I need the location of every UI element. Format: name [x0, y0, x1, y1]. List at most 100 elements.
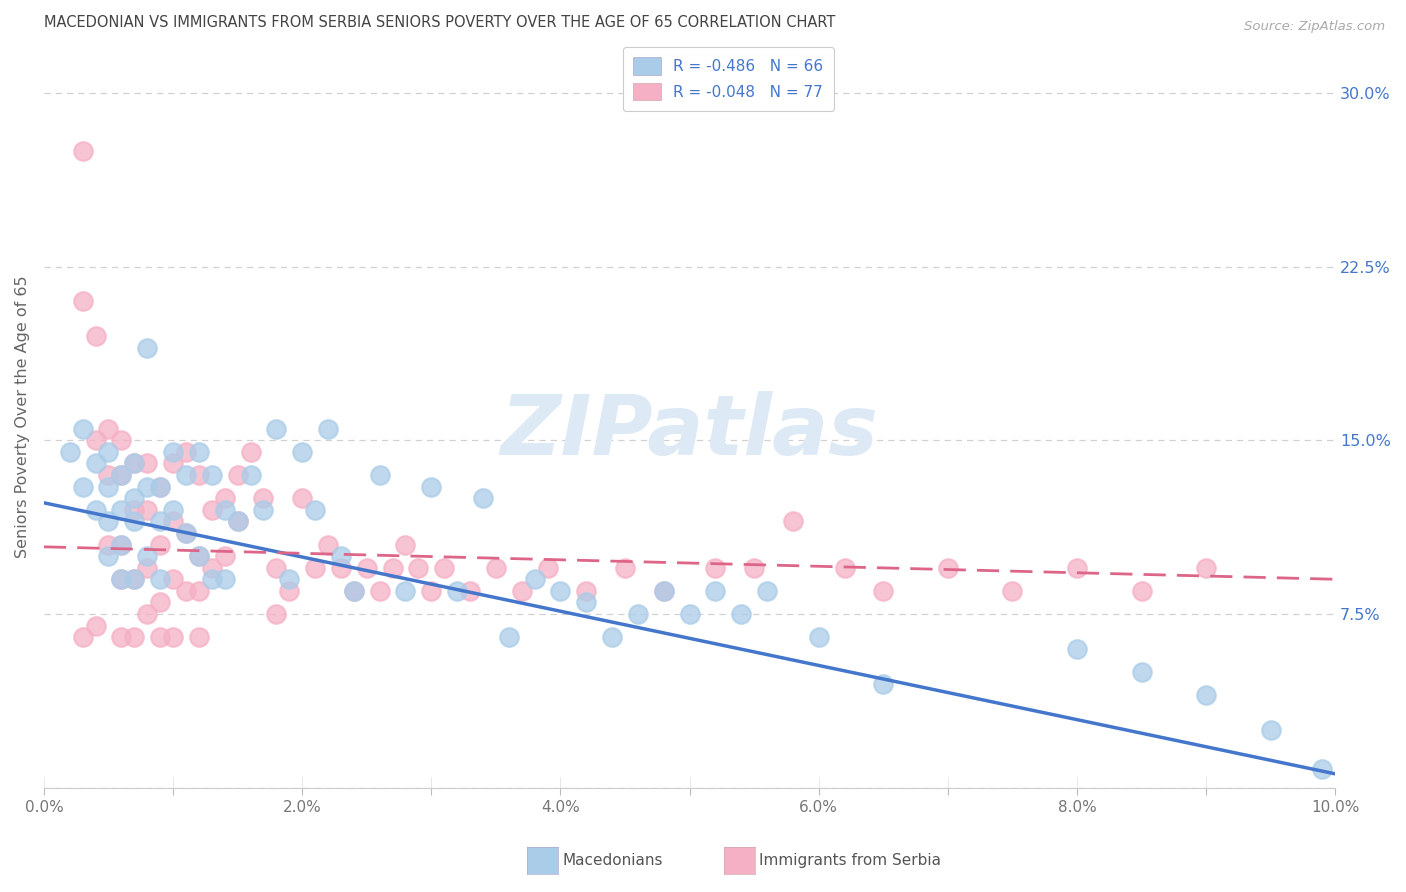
Point: [124, 502, 146, 516]
Point: [471, 491, 494, 505]
Point: [174, 525, 197, 540]
Point: [239, 468, 262, 483]
Point: [523, 572, 546, 586]
Point: [368, 583, 391, 598]
Point: [252, 502, 274, 516]
Point: [201, 502, 224, 516]
Point: [266, 560, 288, 574]
Text: Source: ZipAtlas.com: Source: ZipAtlas.com: [1244, 20, 1385, 33]
Point: [110, 630, 132, 644]
Point: [252, 491, 274, 505]
Point: [97, 480, 120, 494]
Point: [136, 502, 159, 516]
Point: [124, 491, 146, 505]
Point: [704, 560, 727, 574]
Point: [329, 549, 352, 563]
Point: [84, 457, 107, 471]
Point: [187, 468, 209, 483]
Point: [84, 502, 107, 516]
Point: [420, 480, 443, 494]
Point: [149, 537, 172, 551]
Point: [316, 537, 339, 551]
Point: [187, 549, 209, 563]
Point: [110, 502, 132, 516]
Point: [201, 572, 224, 586]
Point: [124, 572, 146, 586]
Point: [1195, 688, 1218, 702]
Point: [485, 560, 508, 574]
Point: [394, 537, 416, 551]
Point: [600, 630, 623, 644]
Point: [162, 514, 184, 528]
Point: [136, 560, 159, 574]
Point: [110, 468, 132, 483]
Point: [1001, 583, 1024, 598]
Point: [72, 422, 94, 436]
Point: [149, 572, 172, 586]
Point: [614, 560, 637, 574]
Point: [226, 468, 249, 483]
Point: [1260, 723, 1282, 737]
Point: [458, 583, 481, 598]
Point: [149, 480, 172, 494]
Point: [162, 630, 184, 644]
Point: [72, 630, 94, 644]
Point: [226, 514, 249, 528]
Point: [187, 630, 209, 644]
Point: [1195, 560, 1218, 574]
Point: [343, 583, 366, 598]
Point: [84, 434, 107, 448]
Point: [266, 422, 288, 436]
Point: [368, 468, 391, 483]
Point: [136, 549, 159, 563]
Point: [316, 422, 339, 436]
Point: [627, 607, 650, 621]
Point: [329, 560, 352, 574]
Point: [72, 294, 94, 309]
Point: [343, 583, 366, 598]
Point: [162, 445, 184, 459]
Point: [239, 445, 262, 459]
Point: [510, 583, 533, 598]
Point: [304, 560, 326, 574]
Point: [174, 525, 197, 540]
Point: [72, 480, 94, 494]
Point: [124, 514, 146, 528]
Point: [214, 502, 236, 516]
Point: [110, 434, 132, 448]
Point: [834, 560, 856, 574]
Point: [110, 572, 132, 586]
Point: [291, 491, 314, 505]
Point: [187, 549, 209, 563]
Point: [872, 583, 894, 598]
Point: [97, 514, 120, 528]
Point: [742, 560, 765, 574]
Point: [872, 676, 894, 690]
Point: [110, 537, 132, 551]
Point: [575, 595, 598, 609]
Point: [214, 572, 236, 586]
Point: [149, 480, 172, 494]
Point: [278, 572, 301, 586]
Point: [149, 514, 172, 528]
Point: [704, 583, 727, 598]
Point: [59, 445, 82, 459]
Point: [149, 595, 172, 609]
Point: [433, 560, 456, 574]
Point: [174, 468, 197, 483]
Point: [356, 560, 378, 574]
Point: [936, 560, 959, 574]
Point: [97, 468, 120, 483]
Point: [226, 514, 249, 528]
Point: [110, 537, 132, 551]
Point: [174, 445, 197, 459]
Point: [72, 144, 94, 158]
Point: [381, 560, 404, 574]
Point: [291, 445, 314, 459]
Point: [498, 630, 520, 644]
Point: [201, 468, 224, 483]
Point: [136, 457, 159, 471]
Point: [807, 630, 830, 644]
Point: [1130, 665, 1153, 679]
Point: [652, 583, 675, 598]
